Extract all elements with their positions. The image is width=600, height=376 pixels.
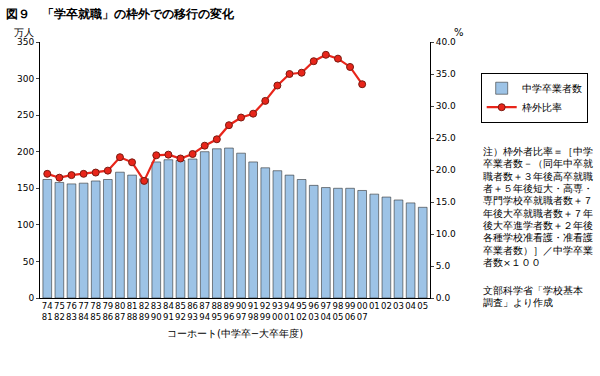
svg-text:9704: 9704 <box>320 301 331 322</box>
svg-text:0: 0 <box>28 293 34 303</box>
svg-text:7885: 7885 <box>90 301 101 322</box>
svg-text:04: 04 <box>405 301 416 311</box>
svg-text:7784: 7784 <box>78 301 89 322</box>
svg-text:15.0: 15.0 <box>436 197 456 207</box>
svg-text:100: 100 <box>17 220 34 230</box>
svg-text:9300: 9300 <box>272 301 283 322</box>
svg-text:7481: 7481 <box>42 301 53 322</box>
svg-text:8693: 8693 <box>187 301 198 322</box>
svg-text:150: 150 <box>17 183 34 193</box>
svg-text:300: 300 <box>17 74 34 84</box>
svg-text:8592: 8592 <box>175 301 186 322</box>
svg-text:7986: 7986 <box>102 301 113 322</box>
svg-text:50: 50 <box>23 257 35 267</box>
svg-text:8895: 8895 <box>211 301 222 322</box>
svg-text:万人: 万人 <box>14 27 34 38</box>
svg-text:9805: 9805 <box>333 301 344 322</box>
svg-text:250: 250 <box>17 110 34 120</box>
svg-text:200: 200 <box>17 147 34 157</box>
svg-text:文部科学省「学校基本調査」より作成: 文部科学省「学校基本調査」より作成 <box>483 285 583 308</box>
svg-text:9502: 9502 <box>296 301 307 322</box>
svg-text:02: 02 <box>381 301 392 311</box>
svg-text:30.0: 30.0 <box>436 101 456 111</box>
svg-text:0007: 0007 <box>357 301 368 322</box>
svg-text:9299: 9299 <box>260 301 271 322</box>
svg-text:35.0: 35.0 <box>436 69 456 79</box>
svg-text:01: 01 <box>369 301 380 311</box>
svg-text:8390: 8390 <box>151 301 162 322</box>
svg-text:350: 350 <box>17 37 34 47</box>
svg-text:25.0: 25.0 <box>436 133 456 143</box>
svg-text:コーホート(中学卒−大卒年度): コーホート(中学卒−大卒年度) <box>167 328 303 339</box>
svg-text:8491: 8491 <box>163 301 174 322</box>
svg-text:9906: 9906 <box>345 301 356 322</box>
svg-text:10.0: 10.0 <box>436 229 456 239</box>
svg-text:9603: 9603 <box>308 301 319 322</box>
svg-text:7683: 7683 <box>66 301 77 322</box>
svg-text:9097: 9097 <box>236 301 247 322</box>
svg-text:03: 03 <box>393 301 404 311</box>
svg-text:8794: 8794 <box>199 301 210 322</box>
svg-text:8087: 8087 <box>115 301 126 322</box>
svg-text:%: % <box>454 27 464 38</box>
svg-text:20.0: 20.0 <box>436 165 456 175</box>
svg-text:図９ 「学卒就職」の枠外での移行の変化: 図９ 「学卒就職」の枠外での移行の変化 <box>6 7 235 21</box>
svg-text:05: 05 <box>417 301 428 311</box>
svg-text:中学卒業者数: 中学卒業者数 <box>522 83 582 94</box>
svg-text:40.0: 40.0 <box>436 37 456 47</box>
svg-text:7582: 7582 <box>54 301 65 322</box>
svg-text:9401: 9401 <box>284 301 295 322</box>
svg-text:9198: 9198 <box>248 301 259 322</box>
svg-text:8996: 8996 <box>224 301 235 322</box>
svg-text:0.0: 0.0 <box>436 293 451 303</box>
svg-text:8289: 8289 <box>139 301 150 322</box>
svg-text:注）枠外者比率＝［中学卒業者数－（同年中卒就職者数＋３年後高: 注）枠外者比率＝［中学卒業者数－（同年中卒就職者数＋３年後高卒就職者＋５年後短大… <box>483 146 593 268</box>
svg-text:枠外比率: 枠外比率 <box>521 102 562 113</box>
svg-text:8188: 8188 <box>127 301 138 322</box>
svg-text:5.0: 5.0 <box>436 261 451 271</box>
